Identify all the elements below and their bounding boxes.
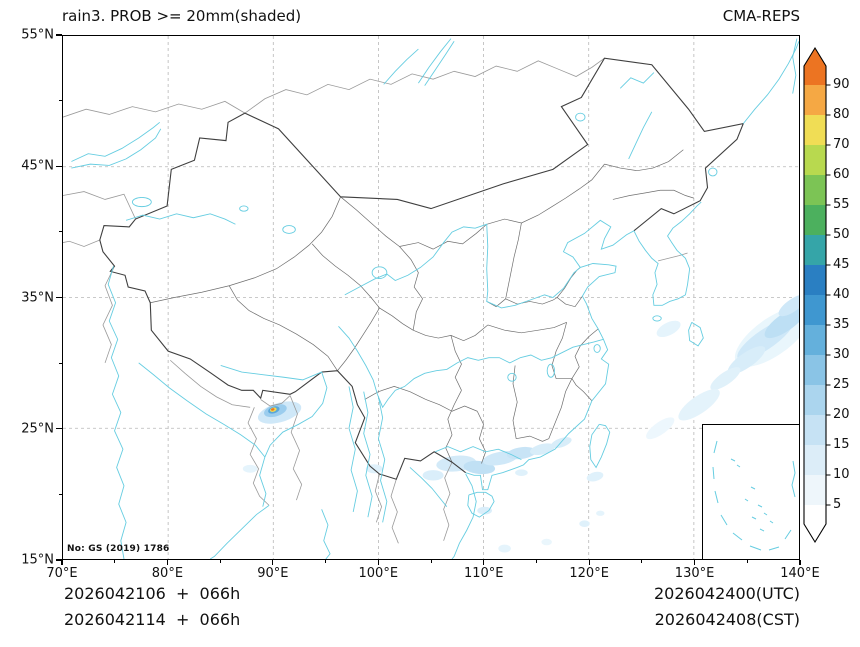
footer-init-time-2: 2026042114 + 066h bbox=[64, 610, 241, 629]
colorbar-tick-label: 90 bbox=[833, 77, 850, 92]
china-outline bbox=[100, 58, 743, 479]
footer-valid-cst: 2026042408(CST) bbox=[654, 610, 800, 629]
precip-cell bbox=[271, 408, 275, 411]
precip-cell bbox=[541, 538, 552, 546]
x-tick-label: 140°E bbox=[780, 566, 820, 581]
x-axis-tick bbox=[483, 560, 485, 565]
x-axis-minor-tick bbox=[641, 560, 643, 563]
precip-cell bbox=[579, 520, 590, 527]
colorbar-tick-label: 10 bbox=[833, 467, 850, 482]
precip-cell bbox=[551, 437, 572, 449]
precip-cell bbox=[498, 544, 511, 553]
x-axis-tick bbox=[377, 560, 379, 565]
precip-cell bbox=[596, 510, 605, 516]
x-axis-minor-tick bbox=[219, 560, 221, 563]
x-axis-minor-tick bbox=[114, 560, 116, 563]
south-china-sea-inset bbox=[702, 424, 799, 559]
x-tick-label: 130°E bbox=[674, 566, 715, 581]
x-tick-label: 90°E bbox=[257, 566, 289, 581]
water-features bbox=[71, 39, 799, 559]
x-axis-minor-tick bbox=[325, 560, 327, 563]
grid-group bbox=[63, 36, 799, 559]
precip-cell bbox=[586, 471, 604, 482]
footer-valid-utc: 2026042400(UTC) bbox=[654, 584, 800, 603]
x-axis-minor-tick bbox=[746, 560, 748, 563]
colorbar bbox=[803, 40, 831, 552]
precip-cell bbox=[365, 464, 383, 474]
chart-title: rain3. PROB >= 20mm(shaded) bbox=[62, 7, 302, 25]
x-axis-tick bbox=[588, 560, 590, 565]
x-axis-tick bbox=[166, 560, 169, 565]
x-tick-label: 100°E bbox=[358, 566, 399, 581]
country-borders bbox=[63, 58, 688, 543]
precip-cell bbox=[678, 388, 720, 421]
colorbar-tick-label: 70 bbox=[833, 137, 850, 152]
x-tick-label: 110°E bbox=[463, 566, 504, 581]
colorbar-tick-label: 40 bbox=[833, 287, 850, 302]
precip-cell bbox=[515, 469, 528, 476]
x-axis-tick bbox=[799, 560, 801, 565]
y-tick-label: 35°N bbox=[21, 290, 54, 305]
x-tick-label: 70°E bbox=[46, 566, 78, 581]
map-svg bbox=[63, 36, 799, 559]
colorbar-tick-label: 80 bbox=[833, 107, 850, 122]
x-tick-label: 80°E bbox=[151, 566, 184, 581]
precip-cell bbox=[710, 367, 741, 390]
colorbar-tick-label: 5 bbox=[833, 497, 842, 512]
precip-cell bbox=[764, 306, 799, 339]
colorbar-tick-label: 55 bbox=[833, 197, 850, 212]
philippines-coast bbox=[792, 461, 795, 497]
island-marks bbox=[731, 459, 773, 531]
inset-svg bbox=[703, 425, 800, 560]
x-axis-tick bbox=[693, 560, 696, 565]
y-tick-label: 15°N bbox=[21, 552, 54, 568]
precip-cell bbox=[646, 417, 675, 440]
y-tick-label: 45°N bbox=[21, 158, 54, 174]
colorbar-tick-label: 15 bbox=[833, 437, 850, 452]
footer-init-time-1: 2026042106 + 066h bbox=[64, 584, 241, 603]
model-label: CMA-REPS bbox=[722, 7, 800, 25]
y-tick-label: 25°N bbox=[21, 421, 54, 437]
x-axis-tick bbox=[272, 560, 274, 565]
license-label: No: GS (2019) 1786 bbox=[67, 544, 170, 554]
colorbar-tick-label: 35 bbox=[833, 317, 850, 332]
plot-frame: No: GS (2019) 1786 bbox=[62, 35, 800, 560]
precip-cell bbox=[656, 320, 681, 338]
colorbar-tick-label: 30 bbox=[833, 347, 850, 362]
colorbar-tick-label: 25 bbox=[833, 377, 850, 392]
nine-dash-line bbox=[713, 441, 791, 550]
y-tick-label: 55°N bbox=[21, 27, 54, 43]
precip-cell bbox=[242, 464, 258, 473]
x-tick-label: 120°E bbox=[569, 566, 609, 581]
x-axis-minor-tick bbox=[535, 560, 537, 563]
x-axis-minor-tick bbox=[430, 560, 432, 563]
province-borders bbox=[150, 150, 694, 464]
colorbar-tick-label: 20 bbox=[833, 407, 850, 422]
precip-cell bbox=[778, 294, 799, 317]
colorbar-tick-label: 45 bbox=[833, 257, 850, 272]
precip-cell bbox=[477, 506, 492, 515]
x-axis-tick bbox=[61, 560, 63, 565]
precip-cell bbox=[422, 470, 444, 481]
colorbar-tick-label: 60 bbox=[833, 167, 850, 182]
colorbar-tick-label: 50 bbox=[833, 227, 850, 242]
